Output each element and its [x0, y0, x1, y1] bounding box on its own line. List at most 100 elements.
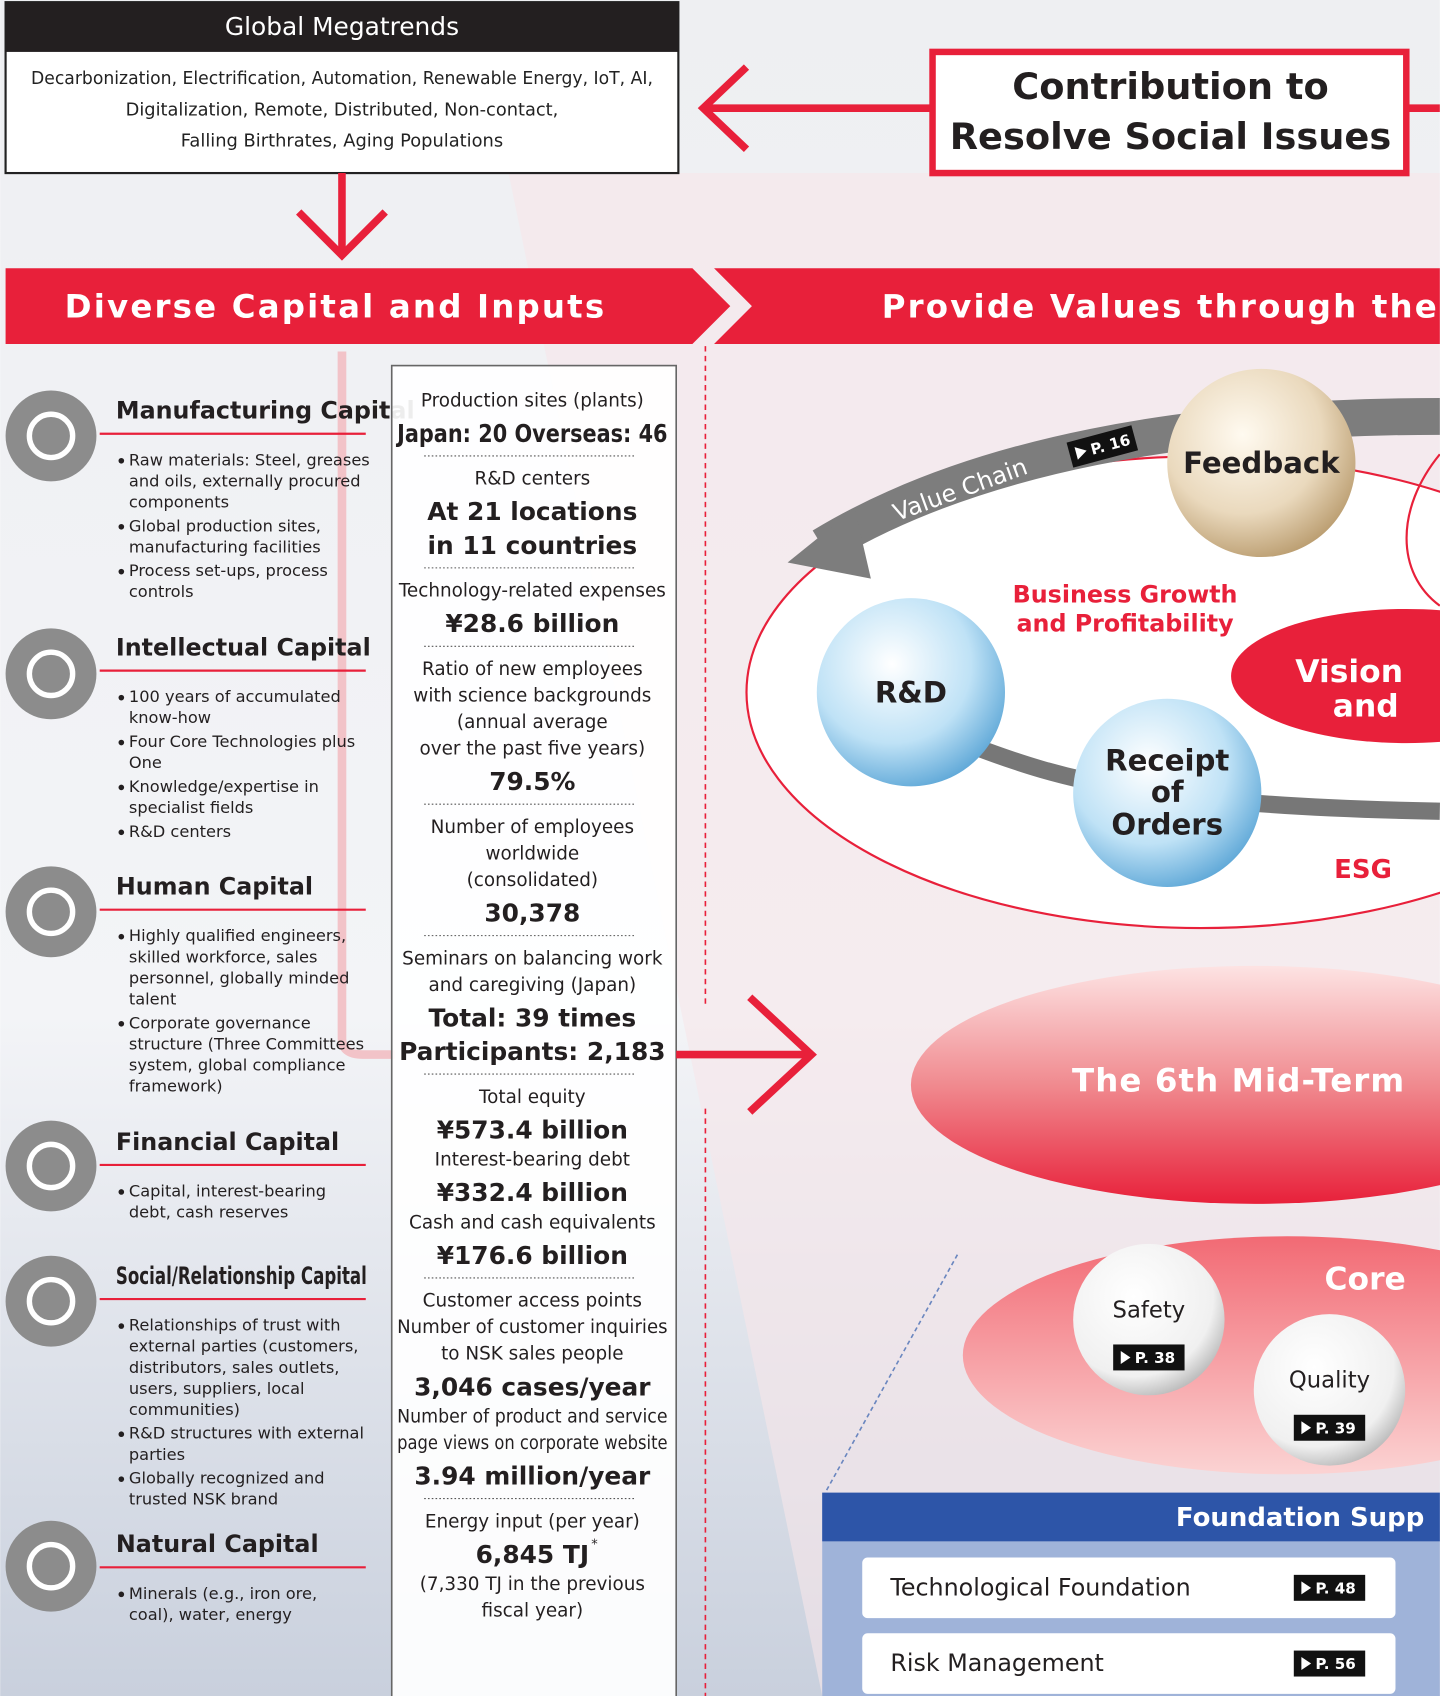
input-note-mark: * — [591, 1538, 598, 1553]
arrow-down — [296, 173, 388, 261]
input-value: 6,845 TJ — [476, 1540, 590, 1569]
capital-bullet-text: R&D structures with external — [129, 1424, 364, 1443]
megatrends-line: Digitalization, Remote, Distributed, Non… — [126, 100, 559, 120]
megatrends-line: Decarbonization, Electrification, Automa… — [31, 69, 653, 89]
capital-icon — [5, 866, 97, 958]
megatrends-line: Falling Birthrates, Aging Populations — [181, 132, 503, 152]
capital-bullet-text: Four Core Technologies plus — [129, 732, 355, 751]
capital-bullet-text: Globally recognized and — [129, 1469, 325, 1488]
foundation-item — [862, 1557, 1396, 1619]
capital-name: Social/Relationship Capital — [116, 1262, 367, 1290]
bullet — [118, 568, 125, 575]
inputs: Production sites (plants) Japan: 20 Overs… — [395, 390, 667, 1621]
input-value: At 21 locations — [427, 497, 637, 526]
input-value: Japan: 20 Overseas: 46 — [395, 419, 667, 448]
input-label: and caregiving (Japan) — [428, 975, 636, 996]
input-label: Total equity — [478, 1087, 586, 1108]
bullet — [118, 784, 125, 791]
bullet — [118, 1476, 125, 1482]
capital-bullet-text: and oils, externally procured — [129, 471, 361, 490]
capital-bullet-text: Knowledge/expertise in — [129, 777, 319, 796]
safety-label: Safety — [1113, 1297, 1186, 1323]
input-value: ¥332.4 billion — [437, 1178, 628, 1207]
capital-icon-detail — [26, 1541, 76, 1591]
input-label: (7,330 TJ in the previous — [420, 1574, 645, 1595]
mid-term-label: The 6th Mid-Term — [1072, 1062, 1405, 1100]
receipt-label: Receipt — [1105, 744, 1229, 778]
megatrends-header — [5, 2, 679, 52]
bullet — [118, 1323, 125, 1329]
vision-label: and — [1333, 688, 1399, 724]
perspective-line — [821, 1254, 959, 1499]
banner-right-text: Provide Values through the — [882, 287, 1439, 325]
bullet — [118, 457, 125, 464]
capital-icon — [5, 1120, 97, 1212]
bullet — [118, 1189, 125, 1195]
inputs-box — [390, 364, 678, 1696]
arrow-left — [697, 64, 1440, 153]
capital-icon — [5, 1255, 97, 1347]
megatrends-title: Global Megatrends — [225, 12, 459, 41]
receipt-label: Orders — [1111, 807, 1223, 841]
input-label: fiscal year) — [482, 1601, 584, 1622]
foundation-items: Technological Foundation P. 48 Risk Manage… — [862, 1557, 1396, 1694]
bullet — [118, 739, 125, 746]
input-label: with science backgrounds — [413, 686, 651, 707]
capital-bullet-text: external parties (customers, — [129, 1337, 359, 1356]
input-label: (annual average — [457, 712, 608, 733]
foundation-header — [822, 1492, 1440, 1542]
capital-icon-detail — [26, 1141, 76, 1191]
capital-icon-detail — [26, 1276, 76, 1326]
growth-label: Business Growth — [1013, 580, 1238, 608]
capital-bullet-text: system, global compliance — [129, 1055, 346, 1074]
contribution-line: Resolve Social Issues — [950, 115, 1391, 158]
capital-bullet-text: Corporate governance — [129, 1013, 311, 1032]
capital-bullet-text: know-how — [129, 708, 211, 727]
capital-bullet-text: distributors, sales outlets, — [129, 1358, 340, 1377]
capital-name: Intellectual Capital — [116, 633, 371, 661]
input-label: Technology-related expenses — [398, 581, 666, 602]
receipt-label: of — [1151, 775, 1184, 809]
contribution-line: Contribution to — [1012, 65, 1328, 108]
esg-label: ESG — [1334, 855, 1392, 885]
bullet — [118, 1431, 125, 1438]
capital-name: Manufacturing Capital — [116, 397, 415, 425]
capital-bullet-text: skilled workforce, sales — [129, 947, 318, 966]
capital-icon — [5, 628, 97, 720]
input-value: 3,046 cases/year — [414, 1372, 651, 1401]
capital-bullet-text: Global production sites, — [129, 516, 321, 535]
connector — [337, 351, 395, 1059]
feedback-ball — [1167, 368, 1356, 558]
feedback-label: Feedback — [1183, 446, 1340, 480]
foundation-item-name: Risk Management — [890, 1649, 1104, 1677]
capital-bullet-text: users, suppliers, local — [129, 1379, 305, 1398]
banner-left-text: Diverse Capital and Inputs — [65, 287, 607, 325]
value-chain-arrowhead — [787, 508, 871, 579]
badge-arrow — [1301, 1421, 1312, 1435]
banner-right — [714, 268, 1440, 344]
input-label: Number of product and service — [397, 1406, 667, 1427]
input-label: Production sites (plants) — [421, 390, 644, 411]
mid-term-ellipse — [911, 965, 1440, 1204]
input-label: over the past five years) — [419, 739, 645, 760]
input-label: worldwide — [485, 843, 579, 864]
growth-label: and Profitability — [1016, 610, 1234, 638]
vision-label: Vision — [1295, 654, 1403, 690]
page-ref: P. 38 — [1135, 1349, 1175, 1367]
capital-bullet-text: parties — [129, 1445, 185, 1464]
rd-label: R&D — [875, 675, 947, 709]
badge-arrow — [1120, 1350, 1131, 1364]
capital-bullet-text: personnel, globally minded — [129, 968, 350, 987]
capital-bullet-text: trusted NSK brand — [129, 1490, 278, 1509]
capital-bullet-text: Capital, interest-bearing — [129, 1181, 326, 1200]
badge-bg — [1066, 425, 1139, 468]
capital-bullet-text: talent — [129, 989, 176, 1008]
input-label: Energy input (per year) — [425, 1511, 640, 1532]
capital-bullet-text: debt, cash reserves — [129, 1203, 288, 1222]
capital-bullet-text: 100 years of accumulated — [129, 687, 341, 706]
input-label: (consolidated) — [467, 870, 598, 891]
capital-bullet-text: Relationships of trust with — [129, 1316, 341, 1335]
vision-ellipse — [1231, 608, 1440, 744]
capital-icon — [5, 390, 97, 482]
